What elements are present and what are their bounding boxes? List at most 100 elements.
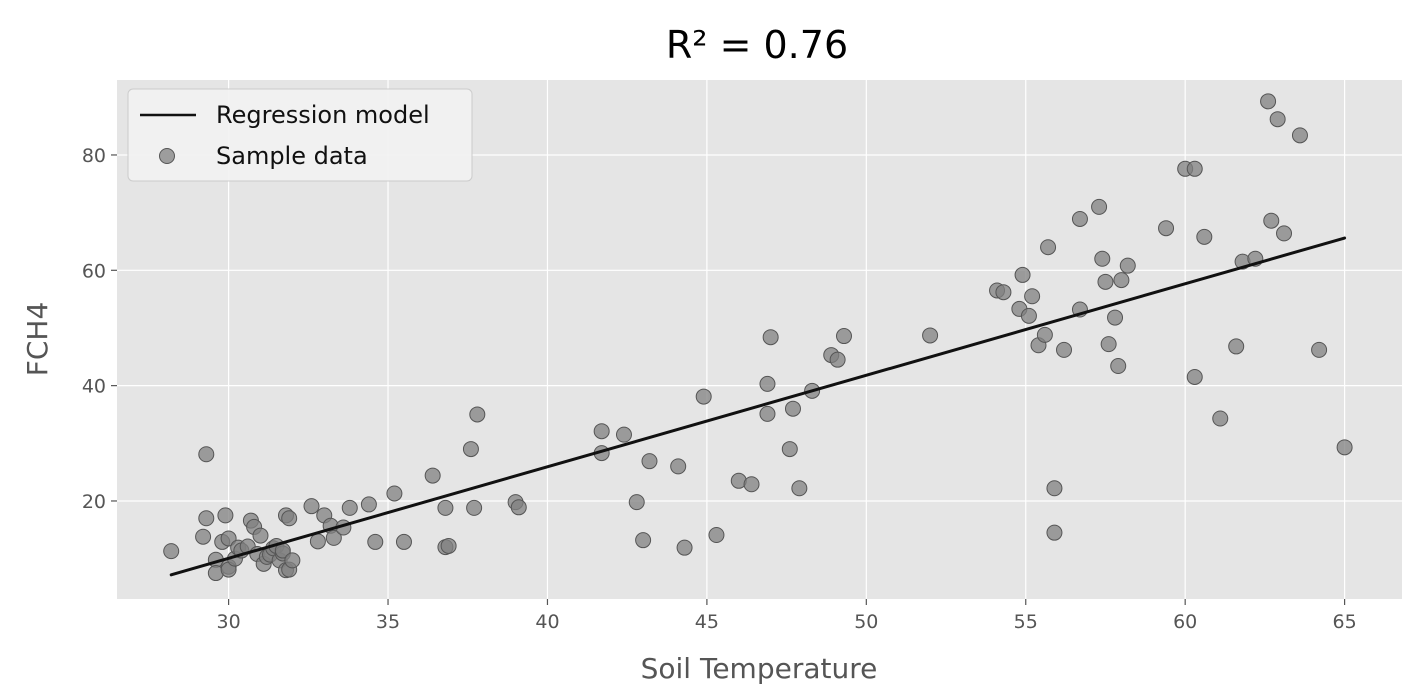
data-point: [641, 453, 658, 470]
data-point: [395, 533, 412, 550]
y-tick-label: 40: [82, 376, 106, 398]
data-point: [1291, 127, 1308, 144]
data-point: [1091, 198, 1108, 215]
regression-line: [169, 236, 1347, 577]
data-point: [195, 528, 212, 545]
data-point: [1020, 307, 1037, 324]
x-tick-label: 35: [376, 611, 400, 633]
data-point: [1276, 225, 1293, 242]
data-point: [835, 328, 852, 345]
x-tick-label: 55: [1014, 611, 1038, 633]
data-point: [360, 496, 377, 513]
x-axis-label: Soil Temperature: [641, 652, 878, 685]
data-point: [1100, 336, 1117, 353]
legend-label-sample-data: Sample data: [216, 142, 368, 170]
data-point: [922, 327, 939, 344]
data-point: [1260, 93, 1277, 110]
data-point: [1046, 524, 1063, 541]
data-point: [615, 426, 632, 443]
data-point: [462, 441, 479, 458]
chart-title: R² = 0.76: [666, 23, 848, 67]
data-point: [1186, 368, 1203, 385]
data-point: [1263, 212, 1280, 229]
data-point: [1056, 341, 1073, 358]
data-point: [1228, 338, 1245, 355]
legend-label-regression-model: Regression model: [216, 101, 430, 129]
data-point: [466, 499, 483, 516]
data-point: [1107, 309, 1124, 326]
y-axis-label: FCH4: [21, 302, 54, 377]
sample-data-points: [163, 93, 1353, 582]
data-point: [510, 499, 527, 516]
legend-point-swatch: [159, 148, 175, 164]
data-point: [325, 529, 342, 546]
data-point: [762, 329, 779, 346]
data-point: [829, 351, 846, 368]
data-point: [1040, 239, 1057, 256]
data-point: [1186, 160, 1203, 177]
data-point: [252, 527, 269, 544]
data-point: [695, 388, 712, 405]
data-point: [1014, 266, 1031, 283]
data-point: [759, 405, 776, 422]
data-point: [281, 510, 298, 527]
data-point: [1196, 228, 1213, 245]
data-point: [628, 494, 645, 511]
data-point: [1110, 358, 1127, 375]
data-point: [1269, 111, 1286, 128]
data-point: [995, 284, 1012, 301]
data-point: [469, 406, 486, 423]
data-point: [284, 552, 301, 569]
data-point: [341, 499, 358, 516]
data-point: [1113, 272, 1130, 289]
data-point: [635, 532, 652, 549]
data-point: [163, 543, 180, 560]
data-point: [217, 507, 234, 524]
data-point: [386, 485, 403, 502]
data-point: [670, 458, 687, 475]
y-tick-labels: 20 40 60 80: [82, 145, 117, 513]
regression-line-layer: [169, 236, 1347, 577]
data-point: [1119, 257, 1136, 274]
data-point: [198, 446, 215, 463]
x-tick-label: 30: [217, 611, 241, 633]
x-tick-label: 50: [854, 611, 878, 633]
x-tick-label: 65: [1333, 611, 1357, 633]
legend-box: [127, 88, 473, 182]
data-point: [440, 537, 457, 554]
data-point: [1046, 480, 1063, 497]
data-point: [1212, 410, 1229, 427]
data-point: [1158, 220, 1175, 237]
x-tick-label: 60: [1173, 611, 1197, 633]
data-point: [781, 441, 798, 458]
data-point: [303, 498, 320, 515]
data-point: [437, 499, 454, 516]
data-point: [1071, 210, 1088, 227]
x-tick-labels: 30 35 40 45 50 55 60 65: [217, 599, 1357, 633]
x-tick-label: 45: [695, 611, 719, 633]
data-point: [708, 526, 725, 543]
data-point: [1097, 273, 1114, 290]
data-point: [593, 423, 610, 440]
data-point: [759, 375, 776, 392]
data-point: [1094, 250, 1111, 267]
data-point: [1336, 439, 1353, 456]
y-tick-label: 60: [82, 260, 106, 282]
data-point: [1311, 341, 1328, 358]
x-tick-label: 40: [535, 611, 559, 633]
data-point: [367, 533, 384, 550]
grid-lines: [117, 80, 1402, 599]
data-point: [1036, 326, 1053, 343]
data-point: [309, 533, 326, 550]
data-point: [784, 400, 801, 417]
y-tick-label: 80: [82, 145, 106, 167]
data-point: [1024, 288, 1041, 305]
data-point: [791, 480, 808, 497]
y-tick-label: 20: [82, 491, 106, 513]
legend: Regression model Sample data: [127, 88, 473, 182]
data-point: [676, 539, 693, 556]
data-point: [198, 510, 215, 527]
data-point: [424, 467, 441, 484]
